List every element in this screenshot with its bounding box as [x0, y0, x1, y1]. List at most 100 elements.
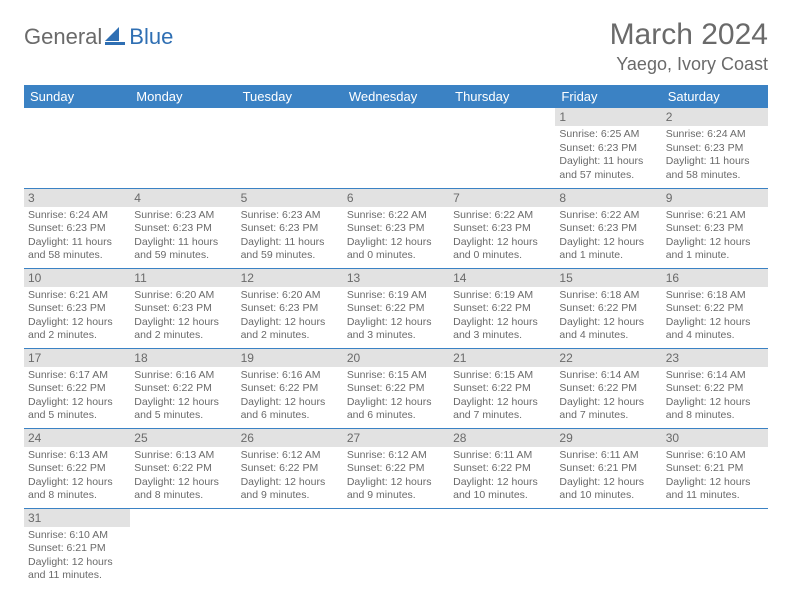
calendar-day: 6Sunrise: 6:22 AMSunset: 6:23 PMDaylight…: [343, 188, 449, 268]
day-number: 13: [343, 269, 449, 287]
day-details: Sunrise: 6:15 AMSunset: 6:22 PMDaylight:…: [343, 367, 449, 428]
calendar-empty: [449, 108, 555, 188]
calendar-empty: [237, 108, 343, 188]
day-number: 27: [343, 429, 449, 447]
calendar-day: 26Sunrise: 6:12 AMSunset: 6:22 PMDayligh…: [237, 428, 343, 508]
day-details: Sunrise: 6:19 AMSunset: 6:22 PMDaylight:…: [343, 287, 449, 348]
calendar-day: 13Sunrise: 6:19 AMSunset: 6:22 PMDayligh…: [343, 268, 449, 348]
calendar-day: 11Sunrise: 6:20 AMSunset: 6:23 PMDayligh…: [130, 268, 236, 348]
logo-word2: Blue: [129, 24, 173, 50]
day-number: 28: [449, 429, 555, 447]
day-details: Sunrise: 6:21 AMSunset: 6:23 PMDaylight:…: [24, 287, 130, 348]
day-details: Sunrise: 6:22 AMSunset: 6:23 PMDaylight:…: [343, 207, 449, 268]
calendar-row: 1Sunrise: 6:25 AMSunset: 6:23 PMDaylight…: [24, 108, 768, 188]
calendar-day: 23Sunrise: 6:14 AMSunset: 6:22 PMDayligh…: [662, 348, 768, 428]
calendar-day: 21Sunrise: 6:15 AMSunset: 6:22 PMDayligh…: [449, 348, 555, 428]
weekday-header: Saturday: [662, 85, 768, 108]
calendar-day: 7Sunrise: 6:22 AMSunset: 6:23 PMDaylight…: [449, 188, 555, 268]
calendar-day: 10Sunrise: 6:21 AMSunset: 6:23 PMDayligh…: [24, 268, 130, 348]
calendar-day: 30Sunrise: 6:10 AMSunset: 6:21 PMDayligh…: [662, 428, 768, 508]
header: General Blue March 2024 Yaego, Ivory Coa…: [24, 18, 768, 75]
day-number: 31: [24, 509, 130, 527]
day-details: Sunrise: 6:10 AMSunset: 6:21 PMDaylight:…: [24, 527, 130, 588]
day-details: Sunrise: 6:16 AMSunset: 6:22 PMDaylight:…: [237, 367, 343, 428]
day-details: Sunrise: 6:10 AMSunset: 6:21 PMDaylight:…: [662, 447, 768, 508]
day-number: 16: [662, 269, 768, 287]
day-details: Sunrise: 6:20 AMSunset: 6:23 PMDaylight:…: [130, 287, 236, 348]
calendar-empty: [343, 108, 449, 188]
day-details: Sunrise: 6:14 AMSunset: 6:22 PMDaylight:…: [662, 367, 768, 428]
weekday-header: Thursday: [449, 85, 555, 108]
day-number: 21: [449, 349, 555, 367]
calendar-empty: [237, 508, 343, 588]
day-details: Sunrise: 6:16 AMSunset: 6:22 PMDaylight:…: [130, 367, 236, 428]
calendar-empty: [24, 108, 130, 188]
day-number: 11: [130, 269, 236, 287]
logo-sail-icon: [105, 27, 127, 50]
calendar-day: 4Sunrise: 6:23 AMSunset: 6:23 PMDaylight…: [130, 188, 236, 268]
day-details: Sunrise: 6:17 AMSunset: 6:22 PMDaylight:…: [24, 367, 130, 428]
calendar-day: 20Sunrise: 6:15 AMSunset: 6:22 PMDayligh…: [343, 348, 449, 428]
calendar-empty: [343, 508, 449, 588]
day-details: Sunrise: 6:18 AMSunset: 6:22 PMDaylight:…: [555, 287, 661, 348]
day-number: 19: [237, 349, 343, 367]
day-number: 14: [449, 269, 555, 287]
day-number: 29: [555, 429, 661, 447]
calendar-empty: [449, 508, 555, 588]
weekday-header: Tuesday: [237, 85, 343, 108]
location: Yaego, Ivory Coast: [610, 54, 768, 75]
day-details: Sunrise: 6:20 AMSunset: 6:23 PMDaylight:…: [237, 287, 343, 348]
day-details: Sunrise: 6:22 AMSunset: 6:23 PMDaylight:…: [449, 207, 555, 268]
calendar-day: 17Sunrise: 6:17 AMSunset: 6:22 PMDayligh…: [24, 348, 130, 428]
day-number: 18: [130, 349, 236, 367]
day-number: 10: [24, 269, 130, 287]
calendar-day: 5Sunrise: 6:23 AMSunset: 6:23 PMDaylight…: [237, 188, 343, 268]
day-details: Sunrise: 6:13 AMSunset: 6:22 PMDaylight:…: [24, 447, 130, 508]
day-number: 6: [343, 189, 449, 207]
day-details: Sunrise: 6:25 AMSunset: 6:23 PMDaylight:…: [555, 126, 661, 187]
day-details: Sunrise: 6:14 AMSunset: 6:22 PMDaylight:…: [555, 367, 661, 428]
calendar-day: 19Sunrise: 6:16 AMSunset: 6:22 PMDayligh…: [237, 348, 343, 428]
day-details: Sunrise: 6:19 AMSunset: 6:22 PMDaylight:…: [449, 287, 555, 348]
day-details: Sunrise: 6:13 AMSunset: 6:22 PMDaylight:…: [130, 447, 236, 508]
calendar-day: 29Sunrise: 6:11 AMSunset: 6:21 PMDayligh…: [555, 428, 661, 508]
day-number: 26: [237, 429, 343, 447]
day-number: 23: [662, 349, 768, 367]
calendar-day: 31Sunrise: 6:10 AMSunset: 6:21 PMDayligh…: [24, 508, 130, 588]
day-number: 20: [343, 349, 449, 367]
weekday-header: Sunday: [24, 85, 130, 108]
day-details: Sunrise: 6:23 AMSunset: 6:23 PMDaylight:…: [130, 207, 236, 268]
calendar-row: 17Sunrise: 6:17 AMSunset: 6:22 PMDayligh…: [24, 348, 768, 428]
calendar-row: 24Sunrise: 6:13 AMSunset: 6:22 PMDayligh…: [24, 428, 768, 508]
day-details: Sunrise: 6:15 AMSunset: 6:22 PMDaylight:…: [449, 367, 555, 428]
calendar-empty: [662, 508, 768, 588]
day-details: Sunrise: 6:18 AMSunset: 6:22 PMDaylight:…: [662, 287, 768, 348]
month-title: March 2024: [610, 18, 768, 52]
calendar-row: 31Sunrise: 6:10 AMSunset: 6:21 PMDayligh…: [24, 508, 768, 588]
logo-word1: General: [24, 24, 102, 50]
day-details: Sunrise: 6:24 AMSunset: 6:23 PMDaylight:…: [24, 207, 130, 268]
calendar-day: 14Sunrise: 6:19 AMSunset: 6:22 PMDayligh…: [449, 268, 555, 348]
day-number: 24: [24, 429, 130, 447]
day-number: 1: [555, 108, 661, 126]
calendar-day: 12Sunrise: 6:20 AMSunset: 6:23 PMDayligh…: [237, 268, 343, 348]
weekday-header: Friday: [555, 85, 661, 108]
day-number: 2: [662, 108, 768, 126]
calendar-day: 1Sunrise: 6:25 AMSunset: 6:23 PMDaylight…: [555, 108, 661, 188]
calendar-row: 3Sunrise: 6:24 AMSunset: 6:23 PMDaylight…: [24, 188, 768, 268]
calendar-day: 27Sunrise: 6:12 AMSunset: 6:22 PMDayligh…: [343, 428, 449, 508]
day-number: 22: [555, 349, 661, 367]
day-number: 8: [555, 189, 661, 207]
calendar-day: 24Sunrise: 6:13 AMSunset: 6:22 PMDayligh…: [24, 428, 130, 508]
day-number: 5: [237, 189, 343, 207]
day-number: 9: [662, 189, 768, 207]
calendar-table: SundayMondayTuesdayWednesdayThursdayFrid…: [24, 85, 768, 588]
calendar-day: 9Sunrise: 6:21 AMSunset: 6:23 PMDaylight…: [662, 188, 768, 268]
weekday-header: Monday: [130, 85, 236, 108]
calendar-day: 22Sunrise: 6:14 AMSunset: 6:22 PMDayligh…: [555, 348, 661, 428]
day-details: Sunrise: 6:22 AMSunset: 6:23 PMDaylight:…: [555, 207, 661, 268]
calendar-empty: [130, 108, 236, 188]
calendar-day: 25Sunrise: 6:13 AMSunset: 6:22 PMDayligh…: [130, 428, 236, 508]
day-number: 30: [662, 429, 768, 447]
day-number: 12: [237, 269, 343, 287]
